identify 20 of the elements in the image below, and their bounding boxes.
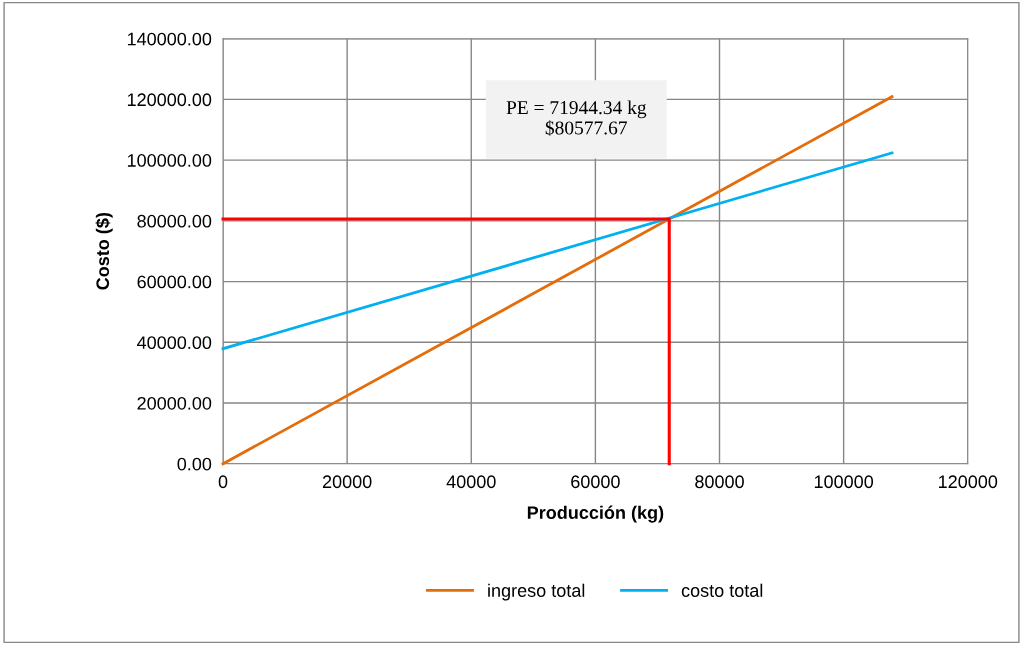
- y-tick-label: 0.00: [177, 457, 212, 471]
- x-tick-label: 120000: [939, 475, 998, 489]
- y-tick-label: 140000.00: [127, 32, 212, 46]
- y-tick-label: 80000.00: [137, 214, 212, 228]
- y-tick-label: 120000.00: [127, 93, 212, 107]
- y-tick-label: 100000.00: [127, 154, 212, 167]
- y-tick-label: 40000.00: [137, 336, 212, 350]
- legend-label: costo total: [681, 583, 763, 597]
- annotation: PE = 71944.34 kg $80577.67: [506, 100, 647, 136]
- y-axis-title: Costo ($): [95, 213, 113, 290]
- x-axis-title: Producción (kg): [527, 505, 664, 523]
- y-tick-label: 20000.00: [137, 396, 212, 410]
- x-tick-label: 80000: [695, 475, 744, 489]
- y-tick-label: 60000.00: [137, 275, 212, 289]
- x-tick-label: 20000: [322, 475, 372, 489]
- x-tick-label: 0: [218, 475, 228, 489]
- x-tick-label: 40000: [446, 475, 496, 489]
- x-tick-label: 60000: [571, 475, 620, 489]
- x-tick-label: 100000: [814, 475, 874, 489]
- legend-label: ingreso total: [488, 583, 585, 601]
